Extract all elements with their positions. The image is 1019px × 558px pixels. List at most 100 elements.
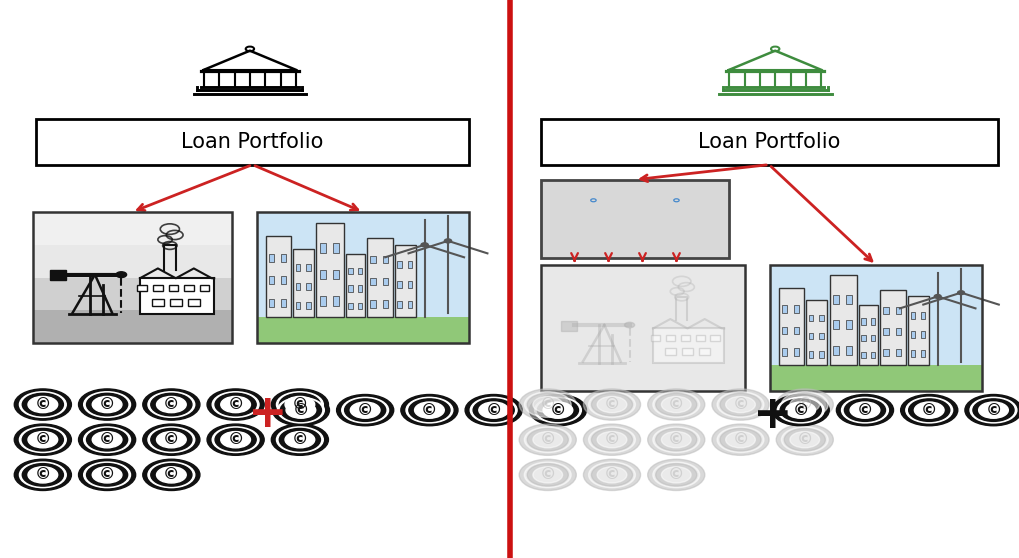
Text: ©: © xyxy=(292,403,309,417)
Circle shape xyxy=(933,295,941,299)
Circle shape xyxy=(775,424,833,455)
Circle shape xyxy=(583,459,640,490)
Circle shape xyxy=(279,393,320,416)
Text: ©: © xyxy=(539,468,555,482)
Circle shape xyxy=(647,459,704,490)
Bar xyxy=(50,270,66,281)
Circle shape xyxy=(784,429,824,451)
Bar xyxy=(652,329,723,363)
Circle shape xyxy=(151,429,192,451)
Bar xyxy=(861,352,865,358)
Bar xyxy=(170,299,181,306)
Bar xyxy=(680,335,689,341)
Bar xyxy=(560,321,576,330)
Circle shape xyxy=(271,424,328,455)
Bar xyxy=(358,303,362,309)
Circle shape xyxy=(542,402,573,418)
Bar xyxy=(828,275,856,365)
Bar xyxy=(882,307,889,314)
Text: Loan Portfolio: Loan Portfolio xyxy=(697,132,840,152)
Text: ©: © xyxy=(603,468,620,482)
Circle shape xyxy=(151,464,192,486)
Bar xyxy=(920,350,924,357)
Bar xyxy=(306,302,310,309)
Circle shape xyxy=(519,459,576,490)
Bar xyxy=(698,348,710,355)
Circle shape xyxy=(84,392,130,417)
Bar xyxy=(818,333,822,339)
Circle shape xyxy=(624,322,634,328)
Text: ©: © xyxy=(99,397,115,412)
Circle shape xyxy=(84,427,130,453)
Circle shape xyxy=(421,243,428,247)
Circle shape xyxy=(711,389,768,420)
Circle shape xyxy=(655,393,696,416)
Text: ©: © xyxy=(984,403,1001,417)
Circle shape xyxy=(279,429,320,451)
Bar xyxy=(306,283,310,290)
Bar xyxy=(332,296,338,306)
Circle shape xyxy=(341,397,388,423)
Bar xyxy=(408,301,412,308)
Circle shape xyxy=(784,393,824,416)
Circle shape xyxy=(532,396,562,413)
Bar xyxy=(184,285,194,291)
Circle shape xyxy=(596,431,627,448)
Bar xyxy=(769,365,981,391)
Circle shape xyxy=(277,397,324,423)
Circle shape xyxy=(527,464,568,486)
Circle shape xyxy=(276,427,323,453)
Circle shape xyxy=(588,462,635,488)
Bar xyxy=(33,310,231,343)
Circle shape xyxy=(92,466,122,483)
Bar xyxy=(845,320,851,329)
Bar xyxy=(858,305,877,365)
Text: ©: © xyxy=(732,432,748,447)
Text: ©: © xyxy=(227,432,244,447)
Circle shape xyxy=(532,431,562,448)
Text: ©: © xyxy=(163,432,179,447)
Text: ©: © xyxy=(35,397,51,412)
Bar xyxy=(257,212,469,343)
Circle shape xyxy=(84,462,130,488)
Circle shape xyxy=(660,431,691,448)
Circle shape xyxy=(775,389,833,420)
Circle shape xyxy=(87,429,127,451)
Text: ©: © xyxy=(99,468,115,482)
Circle shape xyxy=(969,397,1016,423)
Bar xyxy=(332,270,338,279)
Circle shape xyxy=(652,462,699,488)
Circle shape xyxy=(350,402,380,418)
Bar xyxy=(153,285,162,291)
Text: ©: © xyxy=(603,432,620,447)
Bar xyxy=(665,335,675,341)
Circle shape xyxy=(19,462,66,488)
Circle shape xyxy=(841,397,888,423)
Bar xyxy=(777,288,803,365)
Bar xyxy=(319,243,325,253)
Circle shape xyxy=(908,399,949,421)
Bar xyxy=(808,351,812,358)
Text: ©: © xyxy=(539,432,555,447)
Text: ©: © xyxy=(291,432,308,447)
Circle shape xyxy=(220,396,251,413)
Bar xyxy=(33,278,231,310)
Circle shape xyxy=(725,396,755,413)
Text: +: + xyxy=(249,392,287,437)
Circle shape xyxy=(905,397,952,423)
Bar xyxy=(870,352,874,358)
Circle shape xyxy=(148,462,195,488)
Circle shape xyxy=(596,466,627,483)
Bar xyxy=(319,296,325,306)
Circle shape xyxy=(143,424,200,455)
Bar xyxy=(808,333,812,339)
Bar xyxy=(818,351,822,358)
Circle shape xyxy=(655,464,696,486)
Bar xyxy=(408,281,412,288)
Bar xyxy=(268,299,274,307)
Bar xyxy=(257,317,469,343)
Bar xyxy=(394,245,416,317)
Bar xyxy=(408,261,412,268)
Circle shape xyxy=(776,397,823,423)
Circle shape xyxy=(519,389,576,420)
